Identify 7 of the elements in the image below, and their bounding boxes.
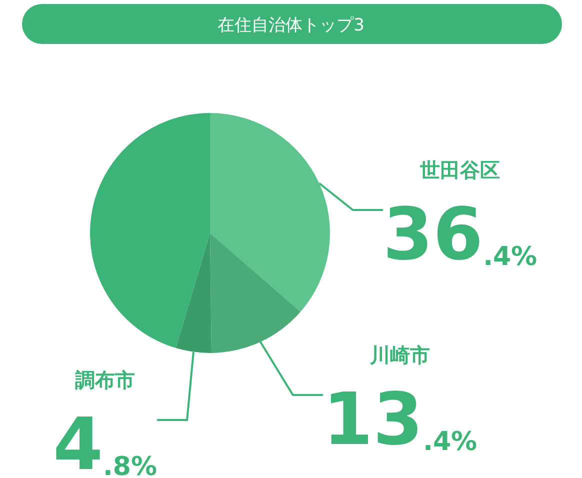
- data-label: 13.4%: [322, 377, 478, 461]
- data-label: 4.8%: [52, 402, 158, 478]
- slice-label: 世田谷区: [419, 158, 500, 182]
- chart-title: 在住自治体トップ3: [218, 16, 364, 36]
- data-label: 36.4%: [382, 192, 538, 276]
- slice-label: 川崎市: [369, 343, 430, 367]
- slice-label: 調布市: [75, 368, 135, 392]
